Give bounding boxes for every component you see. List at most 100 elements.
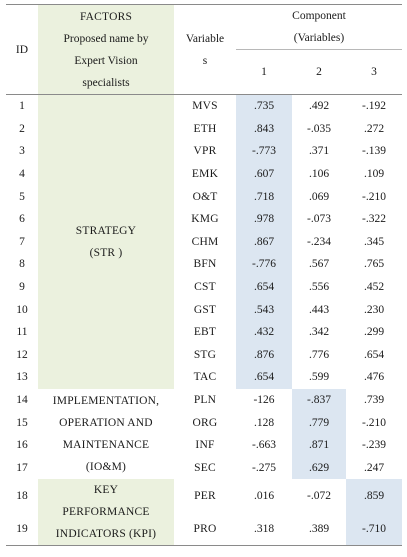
factor-group-line: OPERATION AND: [59, 416, 153, 429]
loading-component-2: .629: [292, 456, 346, 480]
loading-component-2: -.073: [307, 213, 331, 226]
variable-code: VPR: [193, 145, 217, 158]
row-id: 7: [19, 235, 25, 248]
header-row-1: ID FACTORS Proposed name by Expert Visio…: [6, 4, 402, 95]
row-id: 1: [19, 100, 25, 113]
table-row: 17 SEC -.275 .629 .247: [6, 456, 402, 480]
table-row: 5 O&T .718 .069 -.210: [6, 185, 402, 208]
row-id: 10: [16, 303, 28, 316]
loading-component-3: .654: [363, 348, 385, 361]
variable-code: ETH: [193, 122, 217, 135]
loading-component-2: .443: [308, 303, 330, 316]
variables-header-line-1: Variable: [185, 32, 225, 45]
loading-component-1: .607: [236, 162, 292, 186]
loading-component-3: .452: [363, 281, 385, 294]
factors-header: FACTORS Proposed name by Expert Vision s…: [38, 4, 174, 95]
factor-group-line: IMPLEMENTATION,: [52, 394, 160, 407]
table-row: 2 ETH .843 -.035 .272: [6, 117, 402, 141]
loading-component-2: .106: [308, 168, 330, 181]
row-id: 5: [19, 190, 25, 203]
table-row: 10 GST .543 .443 .230: [6, 298, 402, 321]
header-row-2: (Variables): [6, 27, 402, 50]
component-header: Component: [292, 10, 346, 22]
component-1-header: 1: [236, 49, 292, 95]
row-id: 19: [6, 511, 38, 547]
loading-component-3: -.322: [362, 213, 386, 226]
loading-component-1: .654: [236, 275, 292, 299]
loading-component-1: -.275: [252, 461, 276, 474]
table-row: 19 PRO .318.389 -.710: [6, 511, 402, 547]
factor-group-2: IMPLEMENTATION, OPERATION AND MAINTENANCE (…: [38, 389, 174, 479]
loading-component-1: -.773: [236, 140, 292, 163]
loading-component-1: .318: [236, 511, 292, 547]
variable-code: GST: [193, 303, 217, 316]
loading-component-3: .109: [363, 168, 385, 181]
loading-component-2: .871: [292, 433, 346, 457]
row-id: 4: [19, 168, 25, 181]
variable-code: EBT: [193, 326, 217, 339]
factors-sub-3: specialists: [82, 76, 130, 89]
loading-component-3: .345: [363, 235, 385, 248]
variables-header: Variable s: [174, 4, 236, 95]
table-row: 4 EMK .607 .106 .109: [6, 162, 402, 186]
factor-group-line: (IO&M): [85, 460, 127, 473]
factor-group-line: KEY: [93, 484, 119, 497]
variable-code: CHM: [191, 235, 219, 248]
loading-component-3: .859: [346, 479, 402, 512]
table-body: 1 STRATEGY (STR ) MVS .735.492 -.192 2 ETH .843-…: [6, 94, 402, 547]
variable-code: PRO: [174, 511, 236, 547]
factor-group-line: MAINTENANCE: [62, 438, 150, 451]
variable-code: INF: [195, 439, 215, 452]
component-2-header: 2: [292, 49, 346, 95]
loading-component-1: .867: [236, 230, 292, 254]
variable-code: STG: [193, 348, 217, 361]
factors-title: FACTORS: [79, 10, 133, 23]
loading-component-1: .843: [236, 117, 292, 141]
component-3-header: 3: [346, 49, 402, 95]
row-id: 12: [16, 348, 28, 361]
loading-component-1: .978: [236, 207, 292, 231]
loading-component-1: .016: [253, 489, 275, 502]
loading-component-2: .069: [308, 190, 330, 203]
id-header: ID: [6, 4, 38, 95]
factor-group-1: STRATEGY (STR ): [38, 94, 174, 389]
variables-header-line-2: s: [202, 54, 208, 67]
loading-component-2: .556: [308, 281, 330, 294]
factor-group-line: PERFORMANCE: [62, 506, 150, 519]
row-id: 17: [16, 461, 28, 474]
row-id: 14: [16, 394, 28, 407]
factor-group-line: INDICATORS (KPI): [55, 528, 157, 541]
loading-component-3: .476: [363, 371, 385, 384]
table-row: 18 KEY PERFORMANCE INDICATORS (KPI) PER .016 -…: [6, 479, 402, 547]
loading-component-3: -.710: [346, 511, 402, 547]
loading-component-2: .599: [308, 371, 330, 384]
loading-component-3: .739: [363, 394, 385, 407]
factors-sub-1: Proposed name by: [63, 32, 149, 45]
table-row: 1 STRATEGY (STR ) MVS .735 .492 -.192: [6, 94, 402, 389]
variable-code: MVS: [192, 100, 218, 113]
table-row: 8 BFN -.776 .567 .765: [6, 253, 402, 276]
loading-component-2: -.072: [307, 489, 331, 502]
loading-component-3: .765: [363, 258, 385, 271]
table-row: 6 KMG .978 -.073 -.322: [6, 207, 402, 231]
loading-component-3: -.139: [362, 145, 386, 158]
table-row: 15 ORG .128 .779 -.210: [6, 411, 402, 434]
table-row: 11 EBT .432 .342 .299: [6, 320, 402, 344]
variable-code: ORG: [192, 416, 218, 429]
variable-code: TAC: [193, 371, 217, 384]
loading-component-3: -.239: [362, 439, 386, 452]
header-row-3: 1 2 3: [6, 49, 402, 95]
loading-component-1: .128: [253, 416, 275, 429]
table-row: 9 CST .654 .556 .452: [6, 275, 402, 299]
table-row: 3 VPR -.773 .371 -.139: [6, 140, 402, 163]
loading-component-2: .567: [308, 258, 330, 271]
factor-loading-table: ID FACTORS Proposed name by Expert Visio…: [6, 4, 402, 547]
loading-component-2: .776: [308, 348, 330, 361]
component-subheader: (Variables): [236, 27, 402, 50]
row-id: 15: [16, 416, 28, 429]
table-row: 13 TAC .654 .599 .476: [6, 366, 402, 389]
row-id: 18: [16, 489, 28, 502]
variable-code: SEC: [194, 461, 216, 474]
loading-component-2: .371: [308, 145, 330, 158]
